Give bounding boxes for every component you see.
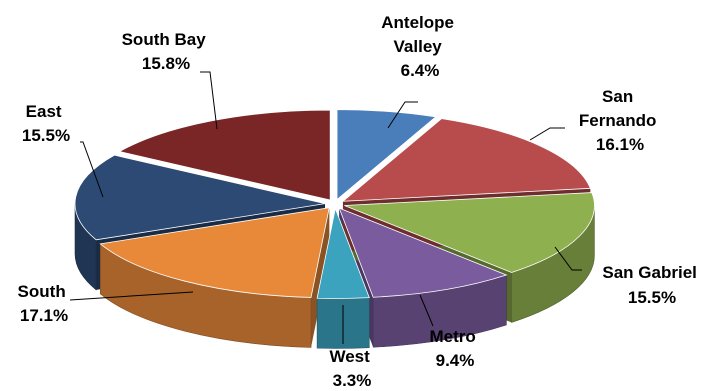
leader-line-san-gabriel <box>554 246 582 271</box>
pie-slice-san-fernando <box>341 118 591 202</box>
label-san-gabriel: San Gabriel 15.5% <box>602 263 701 307</box>
label-west-value: 3.3% <box>333 371 372 390</box>
leader-line-south <box>69 291 194 301</box>
label-east-value: 15.5% <box>22 126 70 145</box>
label-antelope-valley: Antelope Valley 6.4% <box>381 13 458 80</box>
label-south-value: 17.1% <box>20 306 68 325</box>
label-south-bay-name: South Bay <box>122 30 207 49</box>
pie-slice-metro <box>338 207 508 298</box>
label-san-fernando-name-1: San <box>602 87 633 106</box>
label-antelope-valley-value: 6.4% <box>401 61 440 80</box>
label-west: West 3.3% <box>329 347 374 390</box>
leader-line-san-fernando <box>529 127 565 141</box>
label-san-fernando-name-2: Fernando <box>579 111 656 130</box>
label-south-bay: South Bay 15.8% <box>122 30 211 73</box>
leader-line-antelope-valley <box>387 101 418 129</box>
pie-slice-antelope-valley <box>336 109 437 201</box>
pie-slice-east <box>74 154 326 241</box>
label-south: South 17.1% <box>18 282 71 325</box>
label-south-name: South <box>18 282 66 301</box>
label-antelope-valley-name-2: Valley <box>394 37 443 56</box>
label-west-name: West <box>329 347 370 366</box>
leader-line-metro <box>419 294 434 327</box>
leader-lines <box>69 71 582 344</box>
leader-line-east <box>80 141 104 198</box>
leader-line-south-bay <box>200 71 218 130</box>
pie-slice-west <box>316 207 370 299</box>
pie-slice-san-gabriel <box>344 192 595 273</box>
label-san-fernando-value: 16.1% <box>596 135 644 154</box>
label-metro-value: 9.4% <box>436 351 475 370</box>
label-san-fernando: San Fernando 16.1% <box>579 87 661 154</box>
label-east-name: East <box>26 102 62 121</box>
label-south-bay-value: 15.8% <box>142 54 190 73</box>
pie-slices <box>74 109 595 299</box>
label-metro: Metro 9.4% <box>429 327 480 370</box>
label-antelope-valley-name-1: Antelope <box>381 13 454 32</box>
pie-slice-south-bay <box>118 109 331 201</box>
label-metro-name: Metro <box>429 327 475 346</box>
label-san-gabriel-name: San Gabriel <box>602 263 696 282</box>
label-san-gabriel-value: 15.5% <box>628 288 676 307</box>
label-east: East 15.5% <box>22 102 70 145</box>
pie-slice-south <box>99 207 330 298</box>
pie-cut-south <box>311 207 330 348</box>
